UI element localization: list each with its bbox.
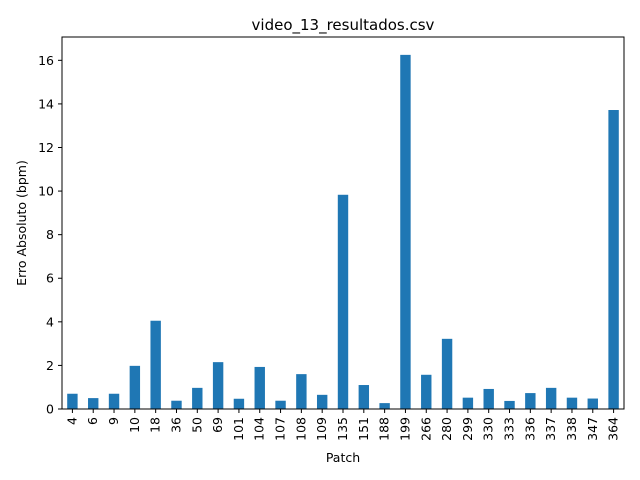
y-tick-label: 2 <box>46 358 54 373</box>
chart-title: video_13_resultados.csv <box>252 16 435 35</box>
plot-frame <box>61 36 625 410</box>
x-tick-label: 109 <box>314 417 329 441</box>
x-tick-label: 330 <box>481 417 496 441</box>
x-tick-label: 364 <box>606 417 621 441</box>
bar-333 <box>504 400 515 409</box>
y-axis-ticks: 0 2 4 6 8 10 12 14 16 <box>38 53 62 417</box>
bar-9 <box>108 393 120 409</box>
x-tick-label: 266 <box>418 417 433 441</box>
x-tick-label: 336 <box>522 417 537 441</box>
x-tick-label: 101 <box>231 417 246 441</box>
x-tick-label: 135 <box>335 417 350 441</box>
bar-6 <box>88 398 99 409</box>
x-axis-title: Patch <box>326 450 360 465</box>
y-tick-label: 6 <box>46 271 54 286</box>
x-tick-label: 199 <box>397 417 412 441</box>
x-tick-label: 69 <box>210 417 225 433</box>
x-tick-label: 10 <box>127 417 142 433</box>
y-tick-label: 12 <box>38 140 54 155</box>
bar-18 <box>150 320 161 409</box>
y-tick-label: 16 <box>38 53 54 68</box>
bar-36 <box>171 400 182 409</box>
bar-4 <box>67 393 78 409</box>
y-tick-label: 8 <box>46 227 54 242</box>
y-axis-title: Erro Absoluto (bpm) <box>14 160 29 286</box>
bar-107 <box>275 400 286 409</box>
x-tick-label: 347 <box>585 417 600 441</box>
x-tick-label: 9 <box>106 417 121 425</box>
bar-280 <box>441 338 453 409</box>
x-tick-label: 4 <box>64 417 79 425</box>
bar-338 <box>566 397 578 409</box>
bar-104 <box>254 366 265 409</box>
x-tick-label: 151 <box>356 417 371 441</box>
bar-364 <box>608 110 619 409</box>
x-tick-label: 6 <box>85 417 100 425</box>
x-tick-label: 104 <box>252 417 267 441</box>
y-tick-label: 0 <box>46 402 54 417</box>
bar-50 <box>192 387 203 409</box>
bar-10 <box>129 365 141 409</box>
bar-347 <box>587 398 598 409</box>
x-axis-ticks: 4 6 9 10 18 36 50 69 101 104 107 108 109 135 151 188 199… <box>64 409 621 441</box>
x-tick-label: 107 <box>273 417 288 441</box>
bar-101 <box>233 398 245 409</box>
bar-108 <box>296 374 307 409</box>
bar-266 <box>421 374 432 409</box>
x-tick-label: 50 <box>189 417 204 433</box>
y-tick-label: 4 <box>46 314 54 329</box>
bar-151 <box>358 385 370 409</box>
y-tick-label: 10 <box>38 184 54 199</box>
x-tick-label: 333 <box>502 417 517 441</box>
bar-109 <box>316 394 328 409</box>
bars-group <box>67 54 619 410</box>
bar-337 <box>545 387 557 409</box>
x-tick-label: 337 <box>543 417 558 441</box>
x-tick-label: 36 <box>168 417 183 433</box>
x-tick-label: 188 <box>377 417 392 441</box>
x-tick-label: 18 <box>148 417 163 433</box>
x-tick-label: 108 <box>293 417 308 441</box>
bar-69 <box>212 362 224 409</box>
bar-299 <box>462 397 474 409</box>
bar-330 <box>483 388 494 409</box>
bar-199 <box>400 54 411 410</box>
y-tick-label: 14 <box>38 96 54 111</box>
x-tick-label: 299 <box>460 417 475 441</box>
bar-135 <box>337 194 349 409</box>
x-tick-label: 338 <box>564 417 579 441</box>
bar-336 <box>525 393 536 409</box>
x-tick-label: 280 <box>439 417 454 441</box>
bar-188 <box>379 403 390 409</box>
